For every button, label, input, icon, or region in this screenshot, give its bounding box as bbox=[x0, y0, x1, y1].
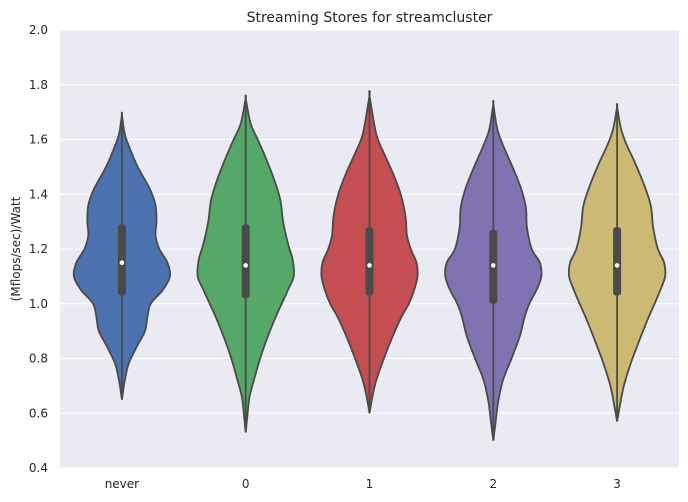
y-tick-label: 0.4 bbox=[29, 461, 48, 475]
iqr-box bbox=[241, 224, 250, 299]
violin-never bbox=[72, 111, 172, 400]
y-tick-label: 1.2 bbox=[29, 242, 48, 256]
x-tick-label: 3 bbox=[613, 477, 621, 491]
y-axis-label: (Mflops/sec)/Watt bbox=[9, 196, 23, 301]
y-tick-labels: 0.4 0.6 0.8 1.0 1.2 1.4 1.6 1.8 2.0 bbox=[29, 23, 48, 475]
violin-1 bbox=[320, 90, 419, 414]
iqr-box bbox=[117, 224, 126, 296]
x-tick-label: 1 bbox=[366, 477, 374, 491]
x-tick-label: 2 bbox=[489, 477, 497, 491]
y-tick-label: 1.6 bbox=[29, 133, 48, 147]
x-tick-label: 0 bbox=[242, 477, 250, 491]
x-tick-label: never bbox=[105, 477, 139, 491]
violins bbox=[72, 90, 667, 441]
median-point bbox=[119, 260, 125, 265]
median-point bbox=[367, 263, 372, 268]
chart-title: Streaming Stores for streamcluster bbox=[247, 10, 493, 26]
iqr-box bbox=[613, 227, 622, 296]
violin-2 bbox=[444, 99, 543, 441]
y-tick-label: 0.8 bbox=[29, 352, 48, 366]
y-tick-label: 1.4 bbox=[29, 187, 48, 201]
median-point bbox=[614, 263, 620, 268]
median-point bbox=[491, 263, 496, 268]
violin-0 bbox=[196, 94, 295, 433]
y-tick-label: 1.0 bbox=[29, 297, 48, 311]
median-point bbox=[243, 263, 248, 268]
y-tick-label: 0.6 bbox=[29, 406, 48, 420]
violin-3 bbox=[567, 103, 667, 422]
iqr-box bbox=[365, 227, 374, 296]
y-tick-label: 2.0 bbox=[29, 23, 48, 37]
x-tick-labels: never 0 1 2 3 bbox=[105, 477, 621, 491]
y-tick-label: 1.8 bbox=[29, 78, 48, 92]
